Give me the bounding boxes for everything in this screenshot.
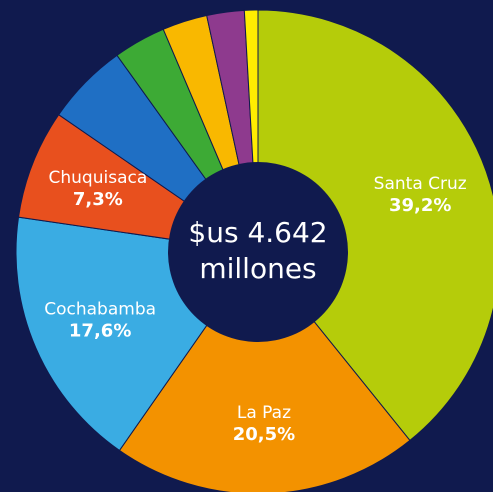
slice [118, 251, 411, 492]
slice-label: Cochabamba [44, 299, 156, 319]
value-label: 39,2% [389, 195, 451, 216]
donut-hole [168, 162, 348, 342]
value-label: 7,3% [73, 189, 123, 210]
value-label: 20,5% [233, 424, 295, 445]
slice-label: Santa Cruz [374, 174, 467, 194]
slice [257, 9, 493, 442]
value-label: 17,6% [69, 320, 131, 341]
slice-label: Chuquisaca [49, 168, 148, 188]
slice-label: La Paz [237, 403, 291, 423]
center-label: $us 4.642 [188, 216, 327, 249]
center-label: millones [199, 252, 316, 285]
